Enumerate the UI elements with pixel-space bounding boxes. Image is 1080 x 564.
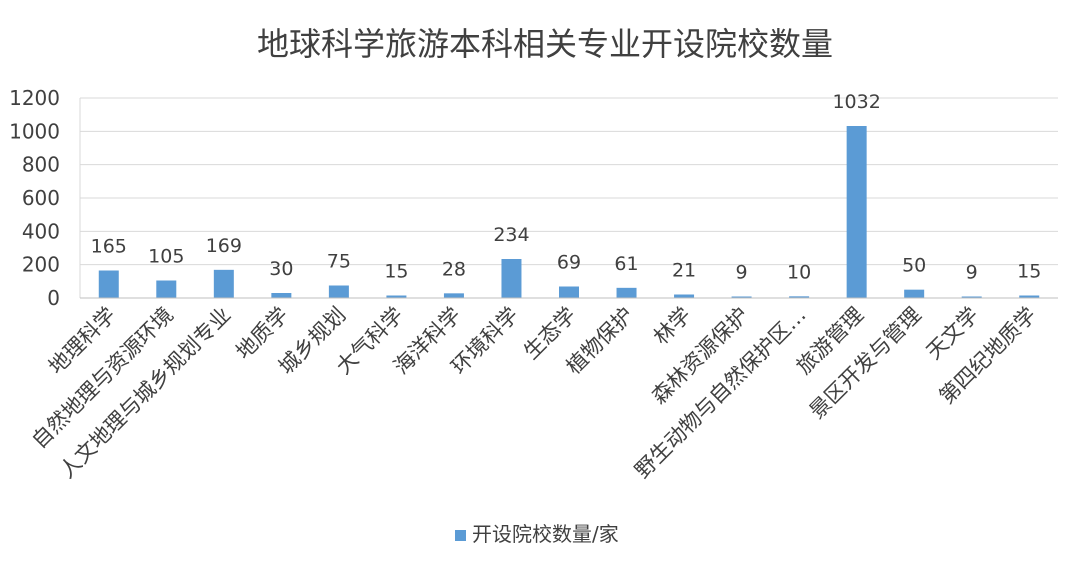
bar [386, 295, 407, 298]
chart-title: 地球科学旅游本科相关专业开设院校数量 [257, 25, 833, 63]
data-label: 165 [91, 236, 127, 258]
y-tick-label: 0 [47, 286, 60, 310]
bar [616, 287, 637, 298]
bar [846, 126, 867, 298]
legend-label: 开设院校数量/家 [472, 522, 619, 546]
data-label: 30 [269, 258, 293, 280]
bar [559, 286, 579, 298]
data-label: 21 [672, 260, 696, 282]
bar [98, 270, 119, 298]
bar [443, 293, 464, 298]
y-tick-label: 200 [22, 253, 60, 277]
data-labels: 165 105 169 30 75 15 28 234 69 61 21 9 10 1032 50 9 15 [91, 91, 1042, 284]
bar [156, 280, 177, 298]
data-label: 28 [442, 258, 466, 280]
y-tick-label: 1000 [9, 119, 60, 143]
y-axis: 0 200 400 600 800 1000 1200 [9, 86, 81, 310]
legend-swatch [455, 530, 466, 541]
y-tick-label: 600 [22, 186, 60, 210]
bar [789, 296, 810, 298]
data-label: 75 [327, 251, 351, 273]
bar [328, 285, 349, 298]
data-label: 15 [1017, 261, 1041, 283]
y-tick-label: 800 [22, 153, 60, 177]
x-tick-label: 林学 [649, 303, 696, 350]
bar [213, 269, 234, 298]
bars [98, 126, 1040, 298]
bar [961, 296, 982, 298]
bar [1019, 295, 1040, 298]
data-label: 105 [148, 246, 184, 268]
data-label: 61 [614, 253, 638, 275]
data-label: 9 [736, 262, 748, 284]
data-label: 10 [787, 261, 811, 283]
legend: 开设院校数量/家 [455, 522, 619, 546]
bar [271, 293, 292, 298]
data-label: 169 [206, 235, 242, 257]
bar [731, 296, 752, 298]
data-label: 9 [966, 262, 978, 284]
bar [501, 259, 522, 298]
data-label: 15 [384, 261, 408, 283]
bar [674, 294, 695, 298]
data-label: 69 [557, 252, 581, 274]
data-label: 50 [902, 255, 926, 277]
y-tick-label: 1200 [9, 86, 60, 110]
gridlines [80, 97, 1058, 299]
y-tick-label: 400 [22, 219, 60, 243]
bar [904, 289, 925, 298]
data-label: 234 [493, 224, 529, 246]
x-axis: 地理科学自然地理与资源环境人文地理与城乡规划专业地质学城乡规划大气科学海洋科学环… [27, 297, 1058, 483]
data-label: 1032 [832, 91, 880, 113]
